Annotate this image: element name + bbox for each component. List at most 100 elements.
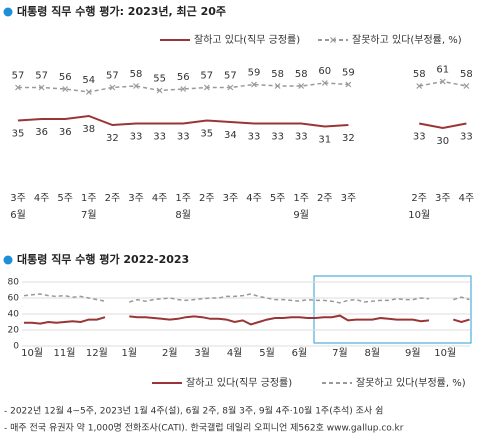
x-tick-label: 1주 — [81, 193, 97, 204]
marker — [227, 84, 234, 91]
legend-label: 잘하고 있다(직무 긍정률) — [194, 33, 300, 46]
marker — [251, 81, 257, 88]
data-label: 30 — [436, 136, 449, 147]
y-tick-label: 80 — [8, 278, 20, 288]
marker — [321, 80, 328, 86]
marker — [85, 89, 92, 95]
data-label: 58 — [295, 69, 308, 80]
data-label: 32 — [342, 133, 355, 144]
x-tick-label: 5주 — [57, 193, 73, 204]
data-label: 57 — [224, 71, 237, 82]
x-tick-label: 5월 — [259, 347, 275, 359]
month-label: 9월 — [293, 209, 309, 221]
marker — [203, 84, 210, 91]
data-label: 57 — [106, 71, 119, 82]
data-label: 32 — [106, 133, 119, 144]
month-label: 8월 — [175, 209, 191, 221]
x-tick-label: 5주 — [270, 193, 286, 204]
data-label: 33 — [295, 132, 308, 143]
footnote: - 2022년 12월 4~5주, 2023년 1월 4주(설), 6월 2주,… — [4, 405, 383, 417]
x-tick-label: 3주 — [223, 193, 239, 204]
marker — [416, 83, 423, 89]
data-label: 34 — [224, 130, 237, 141]
series-line — [23, 293, 470, 304]
data-label: 60 — [318, 66, 331, 77]
data-label: 33 — [413, 132, 426, 143]
x-tick-label: 3주 — [435, 193, 451, 204]
marker — [62, 86, 69, 92]
marker — [180, 86, 187, 92]
x-tick-label: 1주 — [293, 193, 309, 204]
x-tick-label: 2주 — [317, 193, 333, 204]
marker — [38, 84, 45, 91]
x-tick-label: 4주 — [34, 193, 50, 204]
data-label: 33 — [177, 132, 190, 143]
data-label: 33 — [460, 132, 473, 143]
data-label: 31 — [318, 135, 331, 146]
marker — [345, 81, 352, 88]
x-tick-label: 3주 — [128, 193, 144, 204]
marker — [274, 83, 281, 89]
marker — [156, 87, 163, 94]
data-label: 36 — [59, 127, 72, 138]
data-label: 55 — [153, 74, 166, 85]
x-tick-label: 4주 — [246, 193, 262, 204]
data-label: 58 — [271, 69, 284, 80]
month-label: 7월 — [81, 209, 97, 221]
month-label: 6월 — [10, 209, 26, 221]
y-tick-label: 0 — [13, 342, 19, 352]
x-tick-label: 1월 — [122, 347, 138, 359]
footnote: - 매주 전국 유권자 약 1,000명 전화조사(CATI). 한국갤럽 데일… — [4, 422, 404, 434]
data-label: 59 — [248, 68, 261, 79]
legend-label: 잘못하고 있다(부정률, %) — [352, 33, 462, 46]
month-label: 10월 — [408, 209, 430, 221]
title-dot — [3, 255, 13, 265]
marker — [298, 83, 305, 89]
y-tick-label: 20 — [8, 326, 20, 336]
marker — [109, 84, 116, 91]
data-label: 35 — [12, 129, 25, 140]
x-tick-label: 1주 — [175, 193, 191, 204]
highlight-box — [313, 275, 472, 344]
data-label: 57 — [35, 71, 48, 82]
x-tick-label: 12월 — [86, 347, 108, 359]
x-tick-label: 4월 — [227, 347, 243, 359]
data-label: 58 — [413, 69, 426, 80]
data-label: 57 — [12, 71, 25, 82]
marker — [463, 83, 470, 89]
x-tick-label: 3주 — [10, 193, 26, 204]
data-label: 33 — [271, 132, 284, 143]
data-label: 57 — [200, 71, 213, 82]
data-label: 33 — [130, 132, 143, 143]
chart-title: 대통령 직무 수행 평가: 2023년, 최근 20주 — [17, 4, 226, 18]
x-tick-label: 10월 — [21, 347, 43, 359]
x-tick-label: 9월 — [405, 347, 421, 359]
data-label: 54 — [82, 75, 95, 86]
legend-label: 잘하고 있다(직무 긍정률) — [186, 376, 292, 389]
x-tick-label: 11월 — [54, 347, 76, 359]
data-label: 36 — [35, 127, 48, 138]
y-tick-label: 40 — [8, 310, 20, 320]
x-tick-label: 3주 — [341, 193, 357, 204]
data-label: 35 — [200, 129, 213, 140]
data-label: 58 — [130, 69, 143, 80]
data-label: 61 — [436, 65, 449, 76]
data-label: 33 — [248, 132, 261, 143]
series-line — [17, 114, 467, 130]
data-label: 58 — [460, 69, 473, 80]
data-label: 56 — [177, 72, 190, 83]
x-tick-label: 2주 — [105, 193, 121, 204]
y-tick-label: 60 — [8, 294, 20, 304]
legend-label: 잘못하고 있다(부정률, %) — [356, 376, 466, 389]
x-tick-label: 7월 — [332, 347, 348, 359]
marker — [330, 37, 336, 43]
title-dot — [3, 7, 13, 17]
x-tick-label: 6월 — [292, 347, 308, 359]
x-tick-label: 2주 — [411, 193, 427, 204]
x-tick-label: 4주 — [459, 193, 475, 204]
marker — [439, 78, 446, 85]
x-tick-label: 4주 — [152, 193, 168, 204]
x-tick-label: 2월 — [162, 347, 178, 359]
data-label: 59 — [342, 68, 355, 79]
